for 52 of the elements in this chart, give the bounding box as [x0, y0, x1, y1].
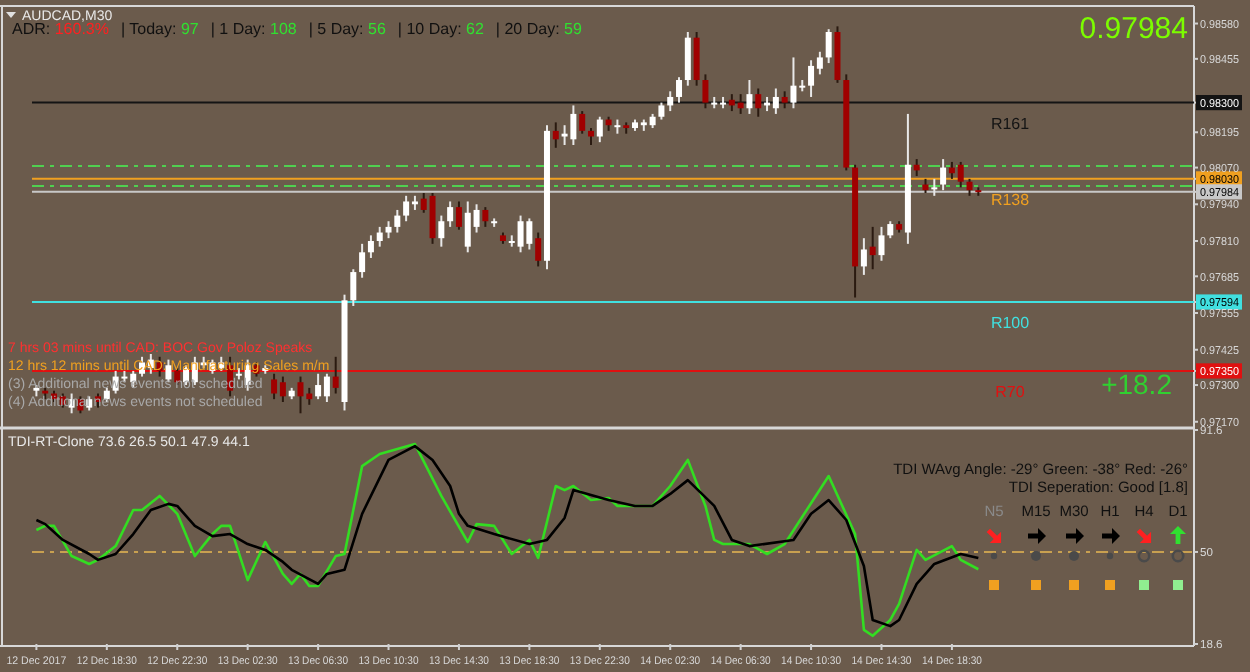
annotation: 0.97984: [1079, 12, 1188, 46]
candlestick: [940, 158, 947, 192]
candlestick: [517, 214, 524, 254]
candlestick: [869, 225, 876, 271]
candlestick: [693, 31, 700, 87]
candlestick: [596, 115, 603, 144]
candlestick: [790, 56, 797, 110]
annotation: | 10 Day: 62: [397, 20, 485, 38]
candlestick: [746, 79, 753, 115]
ref-line-label: R161: [990, 114, 1031, 133]
candlestick: [297, 375, 304, 415]
candlestick: [878, 225, 885, 262]
ref-line-label: R100: [990, 314, 1031, 333]
candlestick: [526, 217, 533, 251]
candlestick: [755, 87, 762, 118]
candlestick: [279, 375, 286, 403]
candlestick: [676, 76, 683, 104]
candlestick: [438, 214, 445, 248]
candlestick: [808, 59, 815, 98]
candlestick: [957, 160, 964, 189]
candlestick: [315, 372, 322, 401]
annotation: ADR: 160.3%: [12, 20, 109, 38]
candlestick: [271, 372, 278, 401]
candlestick: [367, 234, 374, 259]
candlestick: [447, 200, 454, 228]
candlestick: [552, 121, 559, 149]
candlestick: [350, 268, 357, 307]
candlestick: [323, 372, 330, 403]
candlestick: [825, 28, 832, 65]
candlestick: [359, 242, 366, 279]
annotation: | 5 Day: 56: [308, 20, 387, 38]
candlestick: [332, 355, 339, 395]
annotation: | 20 Day: 59: [495, 20, 583, 38]
candlestick: [535, 231, 542, 268]
candlestick: [376, 225, 383, 248]
candlestick: [570, 104, 577, 146]
candlestick: [403, 194, 410, 223]
annotation: +18.2: [1101, 368, 1173, 400]
candlestick: [455, 200, 462, 231]
candlestick: [482, 206, 489, 228]
candlestick: [702, 73, 709, 110]
candlestick: [579, 110, 586, 135]
ref-line-label: R138: [990, 190, 1031, 209]
candlestick: [667, 90, 674, 113]
candlestick: [860, 237, 867, 276]
ref-line-label: R70: [995, 382, 1026, 401]
annotation: | 1 Day: 108: [210, 20, 298, 38]
annotation: | Today: 97: [120, 20, 200, 38]
candlestick: [684, 31, 691, 87]
candlestick: [429, 191, 436, 245]
candlestick: [394, 208, 401, 234]
candlestick: [772, 87, 779, 115]
